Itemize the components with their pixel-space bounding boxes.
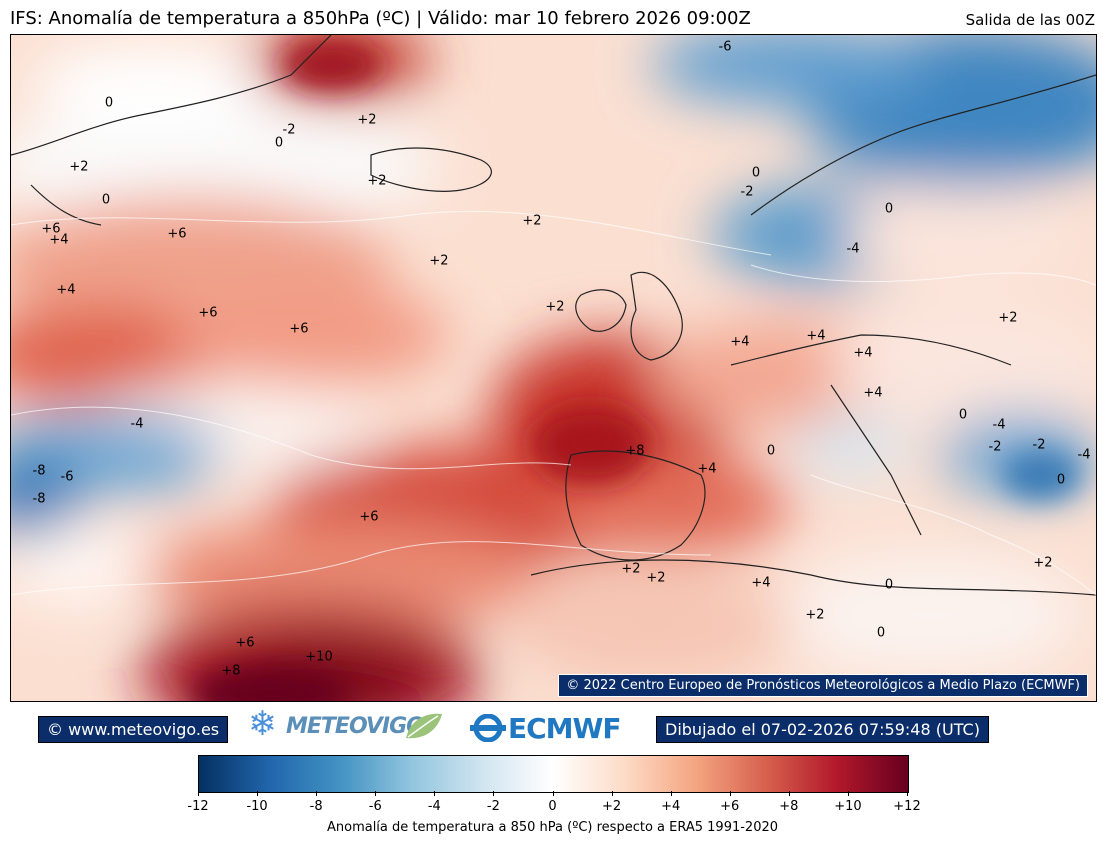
contour-label: 0	[101, 192, 111, 208]
ecmwf-emblem-icon	[470, 714, 506, 742]
contour-label: -4	[130, 416, 144, 432]
colorbar-tick-mark	[493, 791, 495, 796]
colorbar-tick-mark	[788, 791, 790, 796]
colorbar-tick-label: 0	[548, 799, 557, 814]
colorbar-tick-label: -4	[427, 799, 441, 814]
contour-label: +4	[863, 385, 883, 401]
contour-label: +2	[998, 310, 1018, 326]
drawn-timestamp: Dibujado el 07-02-2026 07:59:48 (UTC)	[656, 716, 989, 743]
anomaly-detail	[191, 40, 1081, 701]
colorbar-tick-label: -8	[309, 799, 323, 814]
colorbar-tick-label: +4	[661, 799, 681, 814]
colorbar-tick-label: -10	[246, 799, 268, 814]
contour-label: -4	[992, 417, 1006, 433]
contour-label: -6	[718, 39, 732, 55]
contour-label: -6	[60, 469, 74, 485]
contour-label: -8	[32, 463, 46, 479]
contour-label: +4	[697, 461, 717, 477]
contour-label: 0	[884, 201, 894, 217]
ecmwf-copyright: © 2022 Centro Europeo de Pronósticos Met…	[558, 674, 1088, 697]
colorbar-tick-mark	[907, 791, 908, 796]
contour-label: +4	[56, 282, 76, 298]
contour-label: +10	[305, 649, 333, 665]
anomaly-field	[11, 35, 1096, 701]
colorbar-tick-label: +6	[720, 799, 740, 814]
meteovigo-logo: ❄ METEOVIGO	[248, 704, 448, 748]
colorbar-tick-mark	[434, 791, 436, 796]
site-credit[interactable]: © www.meteovigo.es	[38, 716, 229, 743]
contour-label: +4	[49, 232, 69, 248]
snowflake-icon: ❄	[248, 704, 277, 744]
contour-label: 0	[1056, 472, 1066, 488]
contour-label: +2	[646, 570, 666, 586]
colorbar-label: Anomalía de temperatura a 850 hPa (ºC) r…	[326, 820, 779, 835]
contour-label: +6	[289, 321, 309, 337]
contour-label: +2	[357, 112, 377, 128]
colorbar-tick-label: -6	[368, 799, 382, 814]
meteovigo-logo-text: METEOVIGO	[286, 714, 425, 739]
contour-label: +2	[1033, 555, 1053, 571]
contour-label: -2	[988, 439, 1002, 455]
contour-label: +4	[730, 334, 750, 350]
contour-label: 0	[876, 625, 886, 641]
contour-label: -8	[32, 491, 46, 507]
contour-label: +2	[545, 299, 565, 315]
contour-label: 0	[104, 95, 114, 111]
contour-label: +2	[429, 253, 449, 269]
contour-label: +4	[806, 328, 826, 344]
contour-label: 0	[884, 577, 894, 593]
contour-label: -2	[740, 184, 754, 200]
contour-label: +4	[853, 345, 873, 361]
contour-label: -2	[282, 122, 296, 138]
ecmwf-logo-text: ECMWF	[508, 712, 622, 745]
contour-label: +2	[69, 159, 89, 175]
leaf-icon	[406, 713, 442, 739]
contour-label: 0	[751, 165, 761, 181]
colorbar-tick-mark	[729, 791, 731, 796]
contour-label: 0	[958, 407, 968, 423]
colorbar-tick-label: +8	[779, 799, 799, 814]
colorbar-tick-label: -12	[187, 799, 209, 814]
contour-label: +6	[359, 509, 379, 525]
contour-label: 0	[766, 443, 776, 459]
contour-label: -4	[1077, 447, 1091, 463]
contour-label: +4	[751, 575, 771, 591]
contour-label: -4	[846, 241, 860, 257]
map-title: IFS: Anomalía de temperatura a 850hPa (º…	[10, 8, 751, 29]
colorbar-tick-mark	[257, 791, 259, 796]
colorbar-tick-label: -2	[486, 799, 500, 814]
colorbar-tick-mark	[552, 791, 554, 796]
contour-label: +6	[198, 305, 218, 321]
contour-lines	[11, 210, 1096, 596]
contour-label: -2	[1032, 437, 1046, 453]
anomaly-shading	[11, 35, 1096, 701]
contour-label: +6	[41, 221, 61, 237]
colorbar	[198, 755, 909, 793]
contour-label: +8	[221, 663, 241, 679]
anomaly-map: 0 -2 0 +2 -6 +2 +2 0 +6 +4 +6 +2 +2 0 -2…	[10, 34, 1097, 702]
contour-label: +2	[522, 213, 542, 229]
contour-label: 0	[274, 135, 284, 151]
colorbar-tick-mark	[847, 791, 849, 796]
contour-label: +2	[367, 173, 387, 189]
colorbar-tick-label: +12	[893, 799, 921, 814]
coastlines	[11, 35, 1096, 596]
colorbar-tick-label: +10	[834, 799, 862, 814]
contour-label: +2	[621, 561, 641, 577]
colorbar-tick-mark	[198, 791, 199, 796]
contour-label: +6	[235, 635, 255, 651]
contour-label: +6	[167, 226, 187, 242]
colorbar-tick-mark	[375, 791, 377, 796]
colorbar-tick-mark	[670, 791, 672, 796]
colorbar-tick-label: +2	[601, 799, 622, 814]
model-run: Salida de las 00Z	[965, 11, 1095, 29]
contour-label: +8	[625, 443, 645, 459]
colorbar-tick-mark	[611, 791, 613, 796]
contour-label: +2	[805, 607, 825, 623]
colorbar-tick-mark	[316, 791, 318, 796]
